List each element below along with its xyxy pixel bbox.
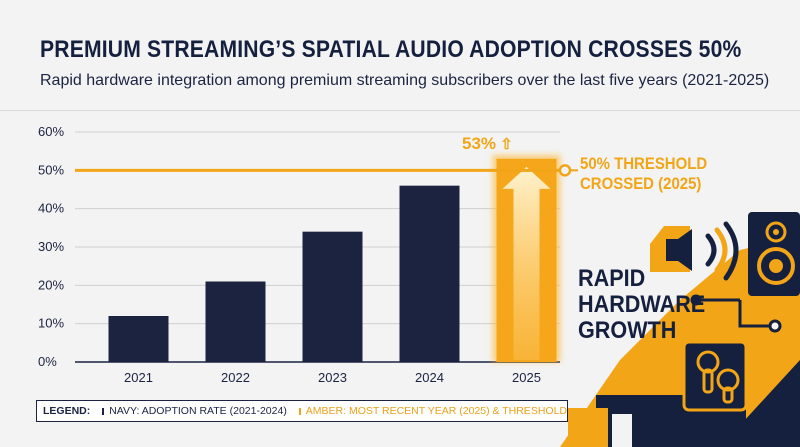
page-subtitle: Rapid hardware integration among premium… (40, 72, 770, 89)
bar-2023 (302, 231, 363, 362)
threshold-label: 50% THRESHOLD CROSSED (2025) (580, 154, 708, 193)
peak-value-label: 53% ⇧ (462, 134, 513, 153)
bar-2021 (108, 316, 169, 362)
y-tick-label: 20% (38, 277, 64, 292)
page-title: PREMIUM STREAMING’S SPATIAL AUDIO ADOPTI… (40, 36, 742, 63)
threshold-marker (558, 164, 572, 177)
bar-2024 (399, 185, 460, 362)
y-tick-label: 0% (38, 354, 57, 369)
x-tick-label: 2021 (124, 370, 153, 385)
y-tick-label: 40% (38, 201, 64, 216)
y-tick-label: 50% (38, 162, 64, 177)
sound-waves-icon (705, 221, 739, 281)
legend-navy-text: NAVY: ADOPTION RATE (2021-2024) (109, 405, 287, 417)
y-axis-ticks: 0% 10% 20% 30% 40% 50% 60% (38, 124, 64, 369)
x-tick-label: 2024 (415, 370, 444, 385)
legend-amber-text: AMBER: MOST RECENT YEAR (2025) & THRESHO… (305, 405, 567, 417)
x-axis-ticks: 2021 2022 2023 2024 2025 (124, 370, 541, 385)
x-tick-label: 2022 (221, 370, 250, 385)
y-tick-label: 10% (38, 316, 64, 331)
threshold-group (75, 164, 578, 177)
earbuds-icon (682, 340, 748, 412)
bars (108, 154, 561, 362)
legend-heading: LEGEND: (43, 405, 91, 417)
growth-arrow-icon (502, 166, 551, 360)
legend-navy-swatch (102, 407, 105, 415)
speaker-icon (650, 226, 692, 272)
loudspeaker-icon (748, 212, 800, 296)
x-tick-label: 2023 (318, 370, 347, 385)
legend-amber-swatch (298, 407, 301, 415)
x-tick-label: 2025 (512, 370, 541, 385)
y-tick-label: 30% (38, 239, 64, 254)
y-tick-label: 60% (38, 124, 64, 139)
circuit-lines-icon (690, 294, 782, 333)
rapid-growth-callout: RAPID HARDWARE GROWTH (578, 265, 706, 344)
title-divider (0, 110, 800, 111)
bar-2022 (205, 281, 266, 362)
legend: LEGEND: NAVY: ADOPTION RATE (2021-2024) … (36, 400, 568, 422)
